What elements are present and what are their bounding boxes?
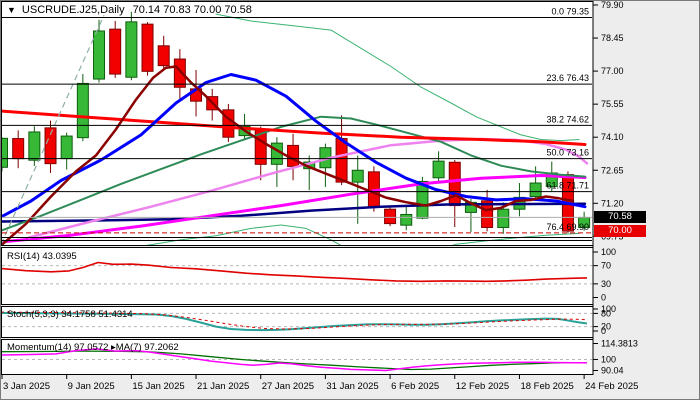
rsi-group — [2, 261, 592, 285]
candle — [125, 21, 138, 78]
candle — [351, 169, 364, 183]
time-axis-label[interactable]: 24 Feb 2025 — [585, 381, 638, 392]
price-axis-label: 71.20 — [601, 198, 624, 208]
candle — [141, 23, 154, 72]
rsi-axis-label: 70 — [601, 261, 611, 271]
overlay-ma-plum — [27, 137, 589, 239]
rsi-axis-label: 30 — [601, 279, 611, 289]
candle — [448, 161, 461, 207]
chart-title-ohlc: 70.14 70.83 70.00 70.58 — [132, 3, 252, 16]
price-axis-label: 74.10 — [601, 132, 624, 142]
overlay-ma-magenta — [2, 174, 587, 244]
trendline — [2, 15, 105, 244]
fib-label: 76.4 69.90 — [546, 222, 589, 232]
stoch-group — [2, 311, 592, 332]
price-marker-last: 70.58 — [594, 211, 646, 224]
candle — [497, 208, 510, 228]
time-axis-label[interactable]: 3 Jan 2025 — [3, 381, 50, 392]
overlay-bollinger-upper — [215, 13, 580, 142]
chart-title-symbol: USCRUDE.J25,Daily — [21, 3, 125, 16]
overlay-ma-seagreen — [2, 115, 586, 232]
fib-label: 50.0 73.16 — [546, 148, 589, 158]
price-axis-label: 79.90 — [601, 1, 624, 10]
candle — [335, 138, 348, 183]
candle — [416, 180, 429, 219]
overlay-bollinger-lower — [145, 224, 580, 245]
stoch-axis-label: 80 — [601, 308, 611, 318]
time-axis-label[interactable]: 18 Feb 2025 — [520, 381, 573, 392]
momentum-line — [2, 348, 587, 372]
stoch-panel-label: Stoch(5,3,3) 34.1758 51.4314 — [7, 309, 133, 320]
rsi-axis-label: 100 — [601, 247, 616, 257]
time-axis-label[interactable]: 15 Jan 2025 — [132, 381, 184, 392]
momentum-group — [2, 348, 592, 372]
candle — [529, 182, 542, 197]
candle — [432, 160, 445, 179]
time-axis-label[interactable]: 6 Feb 2025 — [391, 381, 439, 392]
candle — [384, 208, 397, 225]
momentum-panel-label: Momentum(14) 97.0572 ▸MA(7) 97.2062 — [7, 342, 179, 353]
overlay-ma-blue — [2, 73, 587, 219]
time-axis-label[interactable]: 27 Jan 2025 — [262, 381, 314, 392]
fib-label: 0.0 79.35 — [551, 7, 589, 17]
momentum-axis-label: 114.3813 — [601, 339, 638, 349]
time-axis-label[interactable]: 31 Jan 2025 — [326, 381, 378, 392]
candle — [93, 30, 106, 80]
price-marker-bid: 70.00 — [594, 224, 646, 237]
candle — [173, 58, 186, 88]
time-axis-label[interactable]: 21 Jan 2025 — [197, 381, 249, 392]
candle — [44, 127, 57, 165]
candle — [76, 82, 89, 139]
stoch-axis-label: 0 — [601, 326, 606, 336]
candle — [12, 138, 25, 160]
momentum-ma — [2, 350, 572, 371]
price-axis-label: 77.00 — [601, 66, 624, 76]
time-axis-label[interactable]: 9 Jan 2025 — [68, 381, 115, 392]
rsi-panel-label: RSI(14) 43.0395 — [7, 251, 77, 262]
main-chart-group: 0.0 79.35 23.6 76.43 38.2 74.62 50.0 73.16 6… — [2, 7, 592, 245]
price-axis-label: 72.65 — [601, 165, 624, 175]
momentum-axis-label: 90.04 — [601, 366, 624, 376]
candle — [60, 135, 73, 160]
price-axis-label: 75.55 — [601, 99, 624, 109]
fib-label: 61.8 71.71 — [546, 181, 589, 191]
candle — [28, 131, 41, 161]
fib-label: 38.2 74.62 — [546, 114, 589, 124]
rsi-line — [2, 261, 588, 283]
candle — [2, 137, 8, 168]
stoch-axis-label: 20 — [601, 322, 611, 332]
candle — [481, 200, 494, 228]
candle — [109, 28, 122, 75]
rsi-axis-label: 0 — [601, 293, 606, 303]
stoch-main — [2, 312, 588, 332]
time-axis-label[interactable]: 12 Feb 2025 — [456, 381, 509, 392]
overlay-ma-maroon — [2, 65, 575, 245]
price-axis-label: 78.45 — [601, 33, 624, 43]
candle — [400, 213, 413, 226]
overlay-ma-red — [2, 109, 587, 146]
title-bar: ▼ USCRUDE.J25,Daily 70.14 70.83 70.00 70… — [7, 3, 252, 16]
overlay-ma-navy — [2, 202, 587, 223]
stoch-axis-label: 100 — [601, 304, 616, 314]
momentum-panel[interactable] — [1, 339, 594, 375]
momentum-axis-label: 100 — [601, 354, 616, 364]
candle — [157, 45, 170, 67]
fib-label: 23.6 76.43 — [546, 73, 589, 83]
symbol-dropdown-icon[interactable]: ▼ — [7, 4, 16, 15]
